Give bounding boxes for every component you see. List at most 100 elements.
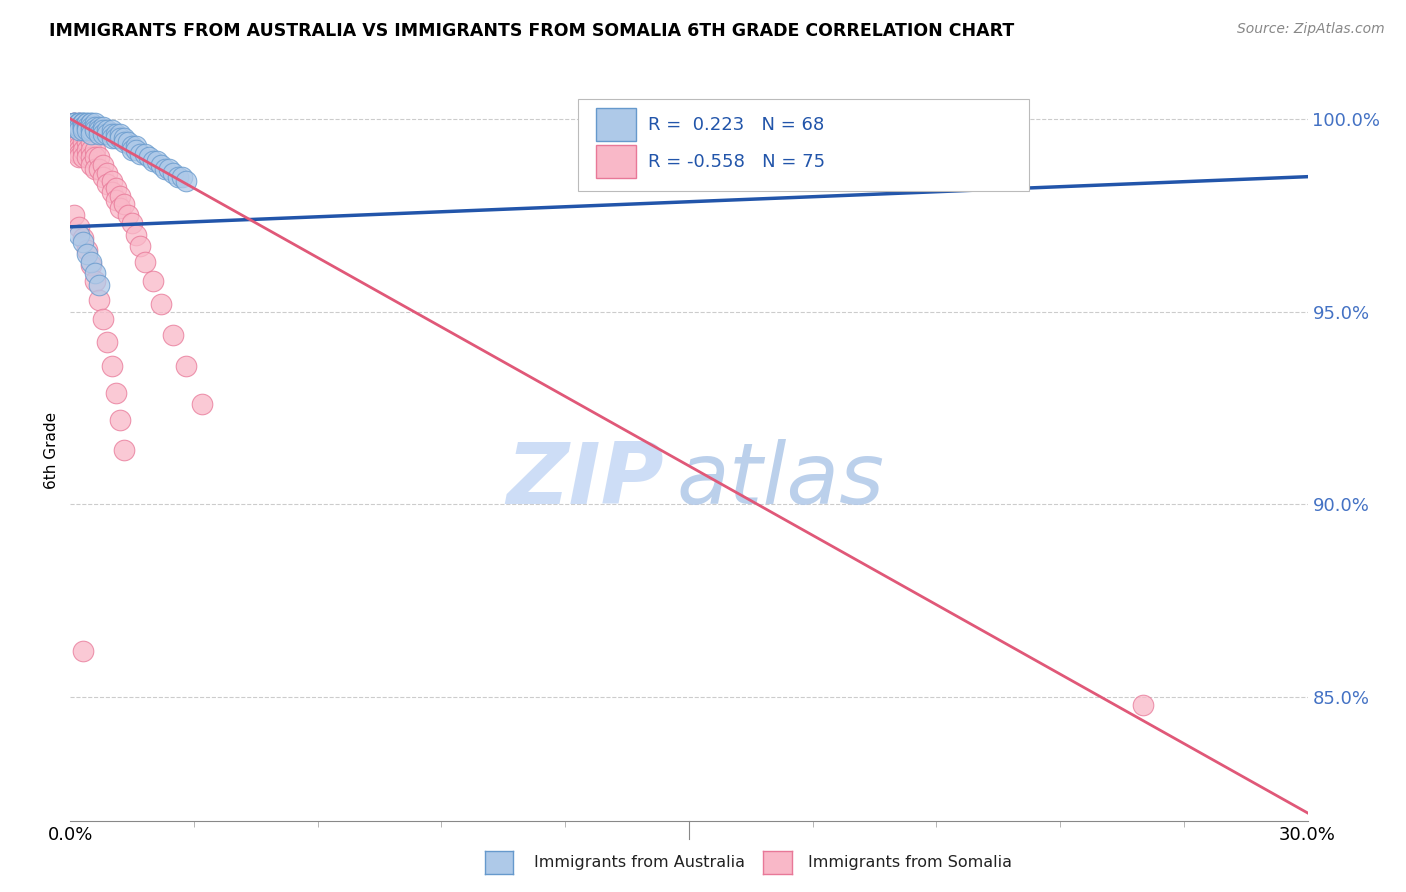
Point bbox=[76, 116, 98, 130]
Point bbox=[108, 131, 131, 145]
Point bbox=[63, 208, 86, 222]
Point bbox=[67, 120, 90, 134]
Point bbox=[63, 131, 86, 145]
Point bbox=[150, 158, 173, 172]
Point bbox=[146, 154, 169, 169]
Point bbox=[67, 123, 90, 137]
Point bbox=[72, 143, 94, 157]
Point bbox=[125, 227, 148, 242]
Point bbox=[84, 150, 107, 164]
FancyBboxPatch shape bbox=[578, 99, 1029, 191]
Point bbox=[67, 116, 90, 130]
Point bbox=[63, 120, 86, 134]
Point bbox=[100, 185, 122, 199]
Point bbox=[76, 128, 98, 142]
Text: Immigrants from Somalia: Immigrants from Somalia bbox=[808, 855, 1012, 870]
Point bbox=[80, 128, 103, 142]
Point bbox=[104, 128, 127, 142]
Point bbox=[80, 123, 103, 137]
FancyBboxPatch shape bbox=[596, 145, 636, 178]
Point bbox=[91, 312, 114, 326]
Point bbox=[100, 123, 122, 137]
Point bbox=[117, 208, 139, 222]
Point bbox=[157, 161, 180, 176]
Point bbox=[76, 116, 98, 130]
Text: Immigrants from Australia: Immigrants from Australia bbox=[534, 855, 745, 870]
Point bbox=[112, 131, 135, 145]
Point bbox=[80, 143, 103, 157]
Point bbox=[191, 397, 214, 411]
Point bbox=[63, 116, 86, 130]
Point bbox=[72, 120, 94, 134]
Point bbox=[67, 116, 90, 130]
Point bbox=[125, 138, 148, 153]
Point bbox=[80, 120, 103, 134]
Point bbox=[76, 247, 98, 261]
Point bbox=[91, 123, 114, 137]
Point bbox=[89, 161, 111, 176]
Point bbox=[76, 243, 98, 257]
Text: R =  0.223   N = 68: R = 0.223 N = 68 bbox=[648, 116, 824, 134]
Point bbox=[153, 161, 176, 176]
Point bbox=[121, 216, 143, 230]
Point bbox=[80, 116, 103, 130]
Point bbox=[72, 231, 94, 245]
Point bbox=[72, 116, 94, 130]
Text: IMMIGRANTS FROM AUSTRALIA VS IMMIGRANTS FROM SOMALIA 6TH GRADE CORRELATION CHART: IMMIGRANTS FROM AUSTRALIA VS IMMIGRANTS … bbox=[49, 22, 1015, 40]
Point bbox=[67, 138, 90, 153]
Point bbox=[63, 123, 86, 137]
Point bbox=[125, 143, 148, 157]
Point bbox=[96, 335, 118, 350]
Point bbox=[96, 178, 118, 192]
Point bbox=[84, 274, 107, 288]
Y-axis label: 6th Grade: 6th Grade bbox=[44, 412, 59, 489]
Text: Source: ZipAtlas.com: Source: ZipAtlas.com bbox=[1237, 22, 1385, 37]
Text: atlas: atlas bbox=[676, 439, 884, 522]
Text: R = -0.558   N = 75: R = -0.558 N = 75 bbox=[648, 153, 825, 170]
Point bbox=[63, 135, 86, 149]
Point bbox=[162, 166, 184, 180]
Text: ZIP: ZIP bbox=[506, 439, 664, 522]
Point bbox=[80, 158, 103, 172]
Point bbox=[1132, 698, 1154, 712]
Point bbox=[72, 235, 94, 250]
Point bbox=[91, 169, 114, 184]
Point bbox=[100, 131, 122, 145]
Point bbox=[89, 120, 111, 134]
Point bbox=[108, 128, 131, 142]
Point bbox=[108, 201, 131, 215]
Point bbox=[84, 123, 107, 137]
Point bbox=[76, 150, 98, 164]
Point bbox=[80, 258, 103, 272]
Point bbox=[89, 277, 111, 292]
Point bbox=[80, 254, 103, 268]
Point bbox=[96, 123, 118, 137]
Point bbox=[84, 120, 107, 134]
Point bbox=[166, 169, 188, 184]
Point bbox=[63, 120, 86, 134]
Point bbox=[91, 158, 114, 172]
Point bbox=[67, 227, 90, 242]
Point bbox=[63, 120, 86, 134]
Point bbox=[80, 135, 103, 149]
Point bbox=[91, 128, 114, 142]
Point bbox=[67, 219, 90, 234]
Point bbox=[91, 120, 114, 134]
Point bbox=[84, 161, 107, 176]
Point bbox=[112, 135, 135, 149]
Point bbox=[121, 143, 143, 157]
Point bbox=[134, 146, 156, 161]
Point bbox=[67, 120, 90, 134]
Point bbox=[170, 169, 193, 184]
Point bbox=[72, 135, 94, 149]
Point bbox=[67, 146, 90, 161]
Point bbox=[76, 123, 98, 137]
Point bbox=[72, 150, 94, 164]
Point bbox=[104, 385, 127, 400]
Point bbox=[63, 138, 86, 153]
Point bbox=[63, 143, 86, 157]
Point bbox=[67, 135, 90, 149]
Point bbox=[72, 644, 94, 658]
Point bbox=[129, 239, 152, 253]
Point bbox=[100, 359, 122, 373]
